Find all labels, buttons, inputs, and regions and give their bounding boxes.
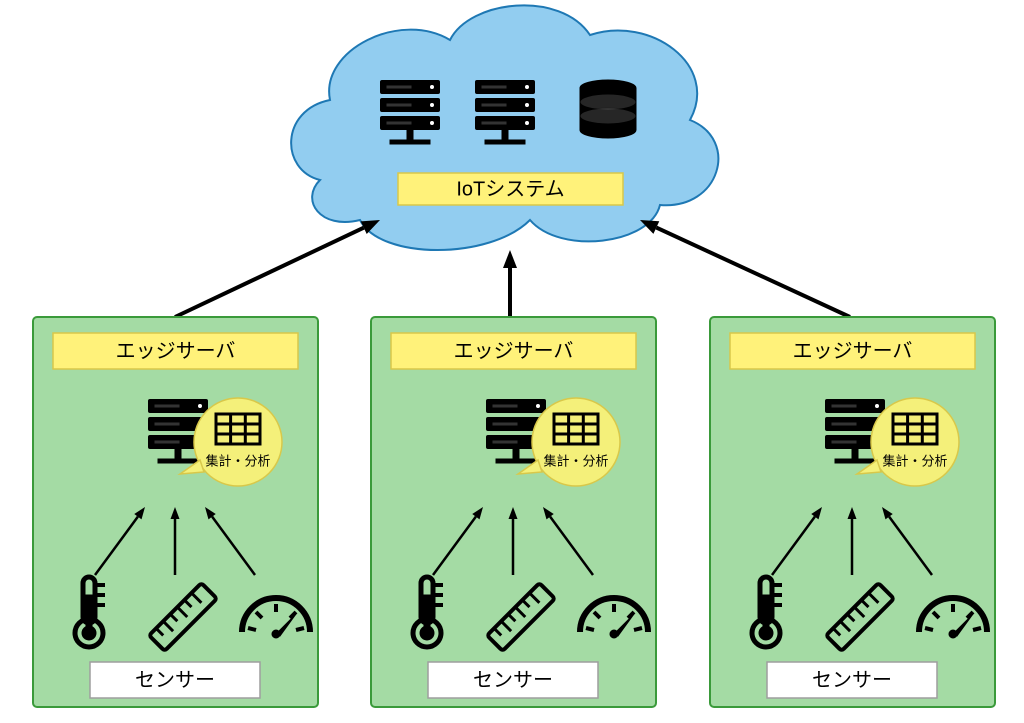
cloud-iot-system: IoTシステム	[291, 5, 718, 250]
arrow-to-cloud-head	[503, 250, 517, 268]
bubble-label: 集計・分析	[543, 453, 608, 468]
edge-label: エッジサーバ	[454, 340, 574, 362]
bubble-label: 集計・分析	[205, 453, 270, 468]
edge-server-box: エッジサーバ集計・分析センサー	[33, 317, 318, 707]
sensor-label: センサー	[135, 669, 215, 691]
arrows-edge-to-cloud	[175, 220, 850, 317]
edge-server-box: エッジサーバ集計・分析センサー	[371, 317, 656, 707]
bubble-label: 集計・分析	[882, 453, 947, 468]
edge-label: エッジサーバ	[793, 340, 913, 362]
arrow-to-cloud	[175, 228, 364, 317]
sensor-label: センサー	[812, 669, 892, 691]
edge-label: エッジサーバ	[116, 340, 236, 362]
edge-servers-group: エッジサーバ集計・分析センサーエッジサーバ集計・分析センサーエッジサーバ集計・分…	[33, 317, 995, 707]
database-icon	[580, 80, 636, 138]
edge-server-box: エッジサーバ集計・分析センサー	[710, 317, 995, 707]
sensor-label: センサー	[473, 669, 553, 691]
arrow-to-cloud	[656, 228, 850, 317]
cloud-label: IoTシステム	[456, 178, 564, 200]
